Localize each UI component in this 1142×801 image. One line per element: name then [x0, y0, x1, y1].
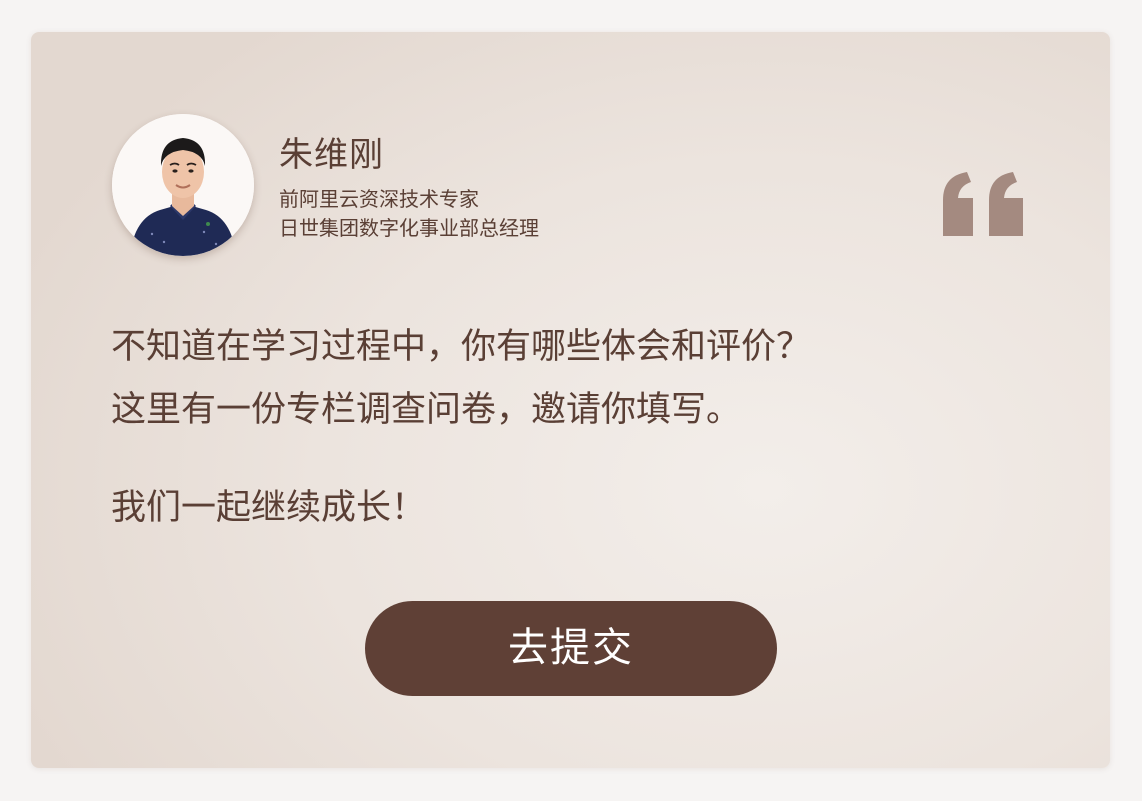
author-title-1: 前阿里云资深技术专家 — [279, 187, 479, 211]
quotation-mark-icon — [943, 172, 1023, 236]
author-name: 朱维刚 — [279, 135, 384, 175]
message-line-1: 不知道在学习过程中，你有哪些体会和评价？ — [111, 327, 812, 367]
submit-button[interactable]: 去提交 — [365, 601, 777, 696]
avatar — [112, 114, 254, 256]
message-line-2: 这里有一份专栏调查问卷，邀请你填写。 — [111, 390, 742, 430]
message-line-3: 我们一起继续成长！ — [111, 488, 427, 528]
person-portrait-icon — [112, 114, 254, 256]
survey-card: 朱维刚 前阿里云资深技术专家 日世集团数字化事业部总经理 不知道在学习过程中，你… — [31, 32, 1110, 768]
author-title-2: 日世集团数字化事业部总经理 — [279, 216, 539, 240]
